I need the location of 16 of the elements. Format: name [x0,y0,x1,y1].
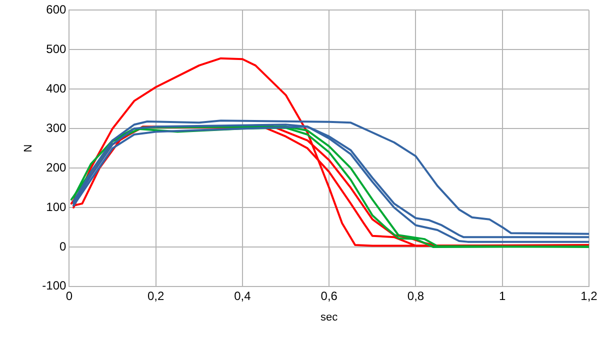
y-tick-label: 500 [46,42,67,56]
x-axis-title: sec [320,311,338,324]
y-tick-label: 100 [46,200,67,214]
x-tick-label: 0,8 [407,288,424,303]
x-tick-label: 1,2 [580,288,598,303]
x-tick-label: 1 [499,288,506,303]
y-tick-label: 200 [46,160,67,174]
x-tick-label: 0,4 [234,288,252,303]
y-tick-label: 400 [46,81,67,96]
y-tick-label: 0 [60,239,67,254]
y-tick-label: 300 [46,120,67,135]
x-tick-label: 0,2 [148,288,165,303]
y-tick-label: -100 [42,278,67,293]
y-axis-title: N [22,144,35,152]
x-tick-label: 0,6 [320,288,338,303]
y-tick-label: 600 [46,2,67,17]
